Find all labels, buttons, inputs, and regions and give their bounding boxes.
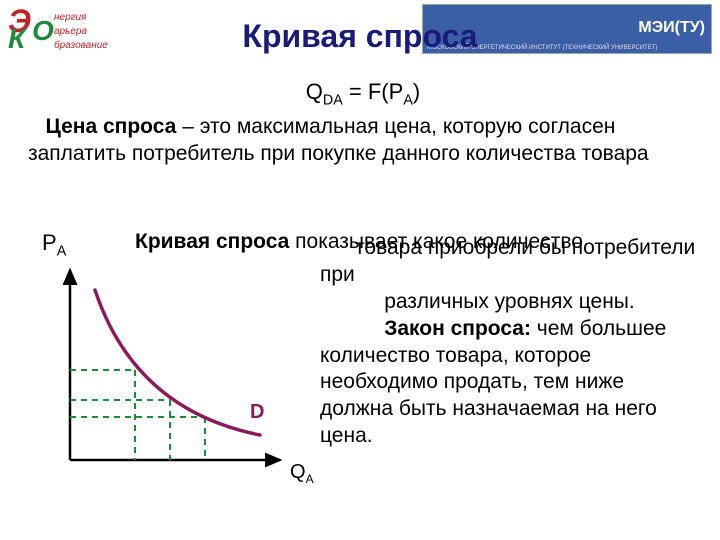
demand-chart: DQA — [40, 260, 300, 510]
kr-bold: Кривая спроса — [135, 230, 289, 253]
formula-eq: = F(P — [343, 79, 404, 104]
paragraph-1: Цена спроса – это максимальная цена, кот… — [28, 114, 698, 168]
pa-sub: A — [57, 243, 67, 259]
formula: QDA = F(PA) — [28, 78, 698, 110]
para1-bold: Цена спроса — [46, 115, 177, 138]
formula-sub-a: A — [403, 92, 413, 108]
right-line2: различных уровнях цены. — [384, 290, 635, 313]
chart-svg: D QA — [40, 260, 340, 510]
formula-q: Q — [306, 79, 323, 104]
formula-close: ) — [413, 79, 420, 104]
right-bold: Закон спроса: — [384, 317, 531, 340]
body-text: QDA = F(PA) Цена спроса – это максимальн… — [28, 78, 698, 167]
qa-label: QA — [290, 461, 314, 486]
pa-p: P — [42, 230, 57, 255]
y-axis-label: PA — [42, 230, 66, 259]
formula-sub-da: DA — [323, 92, 343, 108]
d-label: D — [250, 401, 264, 423]
slide-title: Кривая спроса — [0, 18, 720, 55]
right-line1: товара приобрели бы потребители при — [320, 236, 695, 286]
right-paragraph: товара приобрели бы потребители при разл… — [320, 235, 698, 450]
